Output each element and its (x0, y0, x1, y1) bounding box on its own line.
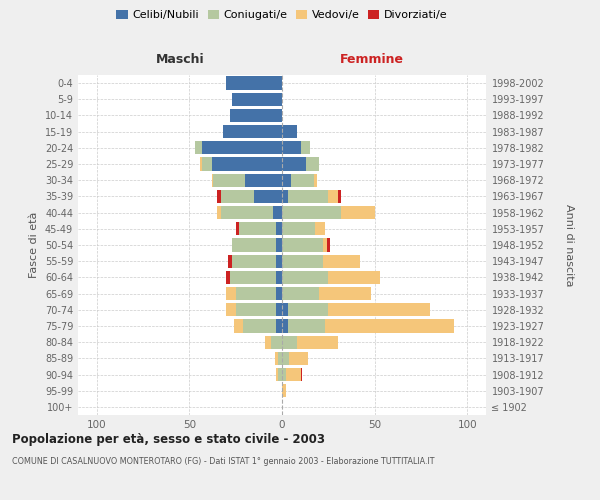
Bar (282, 368, 286, 381)
Bar (271, 336, 282, 349)
Bar (316, 222, 325, 235)
Bar (282, 254, 323, 268)
Bar (282, 206, 341, 220)
Bar (282, 336, 297, 349)
Bar (287, 320, 325, 332)
Bar (277, 303, 282, 316)
Bar (226, 76, 282, 90)
Bar (265, 336, 271, 349)
Bar (282, 287, 319, 300)
Bar (282, 222, 316, 235)
Bar (232, 254, 277, 268)
Bar (282, 190, 287, 203)
Bar (287, 303, 328, 316)
Bar (341, 206, 375, 220)
Bar (223, 125, 282, 138)
Bar (236, 287, 277, 300)
Bar (232, 92, 282, 106)
Bar (245, 174, 282, 187)
Bar (230, 270, 277, 284)
Bar (282, 125, 297, 138)
Bar (212, 174, 214, 187)
Bar (212, 158, 282, 170)
Bar (306, 158, 319, 170)
Bar (297, 336, 338, 349)
Bar (277, 270, 282, 284)
Bar (217, 190, 221, 203)
Text: Popolazione per età, sesso e stato civile - 2003: Popolazione per età, sesso e stato civil… (12, 432, 325, 446)
Bar (282, 303, 287, 316)
Bar (277, 222, 282, 235)
Bar (278, 352, 282, 365)
Y-axis label: Fasce di età: Fasce di età (29, 212, 39, 278)
Bar (277, 320, 282, 332)
Bar (277, 368, 278, 381)
Bar (226, 270, 230, 284)
Bar (291, 174, 314, 187)
Bar (243, 320, 277, 332)
Bar (232, 238, 277, 252)
Bar (226, 303, 236, 316)
Bar (282, 320, 287, 332)
Bar (287, 190, 328, 203)
Bar (282, 384, 286, 398)
Text: Maschi: Maschi (155, 53, 205, 66)
Bar (325, 320, 454, 332)
Bar (230, 109, 282, 122)
Bar (301, 368, 302, 381)
Bar (254, 190, 282, 203)
Bar (323, 238, 326, 252)
Bar (319, 287, 371, 300)
Bar (323, 254, 360, 268)
Bar (278, 368, 282, 381)
Bar (195, 141, 202, 154)
Bar (282, 352, 289, 365)
Bar (239, 222, 277, 235)
Bar (221, 206, 273, 220)
Bar (236, 303, 277, 316)
Bar (282, 238, 323, 252)
Y-axis label: Anni di nascita: Anni di nascita (564, 204, 574, 286)
Bar (282, 141, 301, 154)
Bar (282, 174, 291, 187)
Bar (277, 254, 282, 268)
Bar (217, 206, 221, 220)
Bar (286, 368, 301, 381)
Bar (282, 158, 306, 170)
Text: COMUNE DI CASALNUOVO MONTEROTARO (FG) - Dati ISTAT 1° gennaio 2003 - Elaborazion: COMUNE DI CASALNUOVO MONTEROTARO (FG) - … (12, 458, 434, 466)
Legend: Celibi/Nubili, Coniugati/e, Vedovi/e, Divorziati/e: Celibi/Nubili, Coniugati/e, Vedovi/e, Di… (112, 6, 452, 25)
Bar (228, 254, 232, 268)
Bar (282, 270, 328, 284)
Bar (314, 174, 317, 187)
Bar (214, 174, 245, 187)
Text: Femmine: Femmine (340, 53, 404, 66)
Bar (273, 206, 282, 220)
Bar (234, 320, 243, 332)
Bar (338, 190, 341, 203)
Bar (236, 222, 239, 235)
Bar (277, 238, 282, 252)
Bar (328, 303, 430, 316)
Bar (277, 287, 282, 300)
Bar (328, 190, 338, 203)
Bar (226, 287, 236, 300)
Bar (326, 238, 330, 252)
Bar (202, 141, 282, 154)
Bar (221, 190, 254, 203)
Bar (275, 352, 278, 365)
Bar (328, 270, 380, 284)
Bar (289, 352, 308, 365)
Bar (200, 158, 202, 170)
Bar (202, 158, 212, 170)
Bar (301, 141, 310, 154)
